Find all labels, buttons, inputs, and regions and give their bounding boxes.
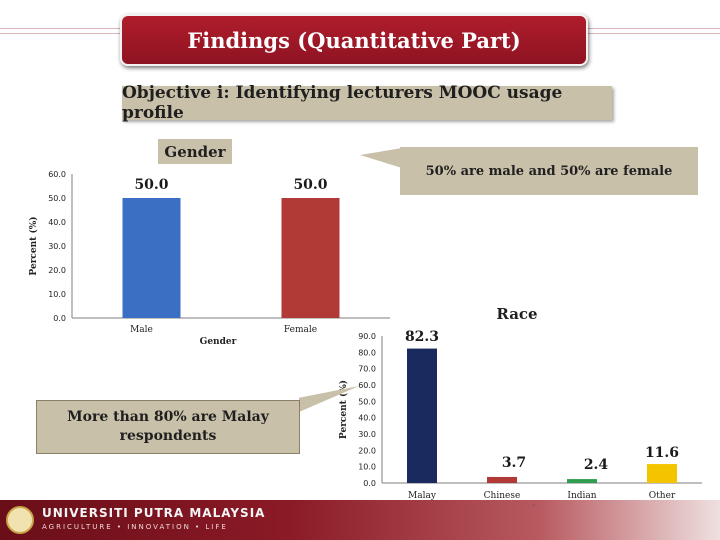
y-tick-label: 0.0 — [53, 314, 66, 323]
page-marker: - — [532, 500, 536, 511]
race-bar-chart: 0.0 10.0 20.0 30.0 40.0 50.0 60.0 70.0 80.0 90.0 P… — [338, 329, 702, 501]
university-logo — [6, 506, 34, 534]
university-tagline: AGRICULTURE • INNOVATION • LIFE — [42, 523, 228, 531]
data-label: 11.6 — [645, 445, 679, 461]
page-title: Findings (Quantitative Part) — [120, 14, 588, 66]
data-label: 2.4 — [584, 457, 609, 473]
y-tick-label: 40.0 — [358, 414, 376, 423]
data-label: 50.0 — [293, 177, 327, 193]
category-label: Chinese — [484, 491, 521, 501]
data-label: 3.7 — [502, 455, 526, 471]
y-tick-label: 50.0 — [358, 397, 376, 406]
university-name: UNIVERSITI PUTRA MALAYSIA — [42, 506, 266, 520]
y-axis-title: Percent (%) — [28, 216, 39, 275]
category-label: Male — [130, 325, 153, 335]
y-tick-label: 10.0 — [358, 463, 376, 472]
data-label: 50.0 — [134, 177, 168, 193]
y-tick-label: 30.0 — [48, 242, 66, 251]
y-tick-label: 30.0 — [358, 430, 376, 439]
bar-female — [281, 198, 340, 318]
y-tick-label: 90.0 — [358, 332, 376, 341]
category-label: Other — [649, 491, 676, 501]
university-footer: UNIVERSITI PUTRA MALAYSIA AGRICULTURE • … — [0, 500, 720, 540]
bar-indian — [567, 479, 597, 483]
data-label: 82.3 — [405, 329, 439, 345]
y-axis-title: Percent (%) — [338, 380, 349, 439]
bar-malay — [407, 348, 437, 483]
gender-chart-title: Gender — [158, 139, 232, 164]
x-axis-title: Gender — [200, 337, 237, 347]
y-tick-label: 20.0 — [358, 446, 376, 455]
bar-chinese — [487, 476, 517, 483]
bar-male — [122, 198, 181, 318]
y-tick-label: 60.0 — [358, 381, 376, 390]
y-tick-label: 80.0 — [358, 348, 376, 357]
category-label: Female — [284, 325, 317, 335]
bar-other — [647, 464, 677, 483]
gender-callout: 50% are male and 50% are female — [400, 147, 698, 195]
y-tick-label: 70.0 — [358, 365, 376, 374]
objective-banner: Objective i: Identifying lecturers MOOC … — [122, 83, 612, 123]
y-tick-label: 20.0 — [48, 266, 66, 275]
category-label: Malay — [408, 491, 437, 501]
gender-bar-chart: 0.0 10.0 20.0 30.0 40.0 50.0 60.0 Percent (%) 50… — [28, 170, 390, 347]
y-tick-label: 40.0 — [48, 218, 66, 227]
race-chart-title: Race — [488, 302, 546, 326]
y-tick-label: 0.0 — [363, 479, 376, 488]
category-label: Indian — [567, 491, 596, 501]
y-tick-label: 50.0 — [48, 194, 66, 203]
y-tick-label: 60.0 — [48, 170, 66, 179]
y-tick-label: 10.0 — [48, 290, 66, 299]
race-callout: More than 80% are Malay respondents — [36, 400, 300, 454]
